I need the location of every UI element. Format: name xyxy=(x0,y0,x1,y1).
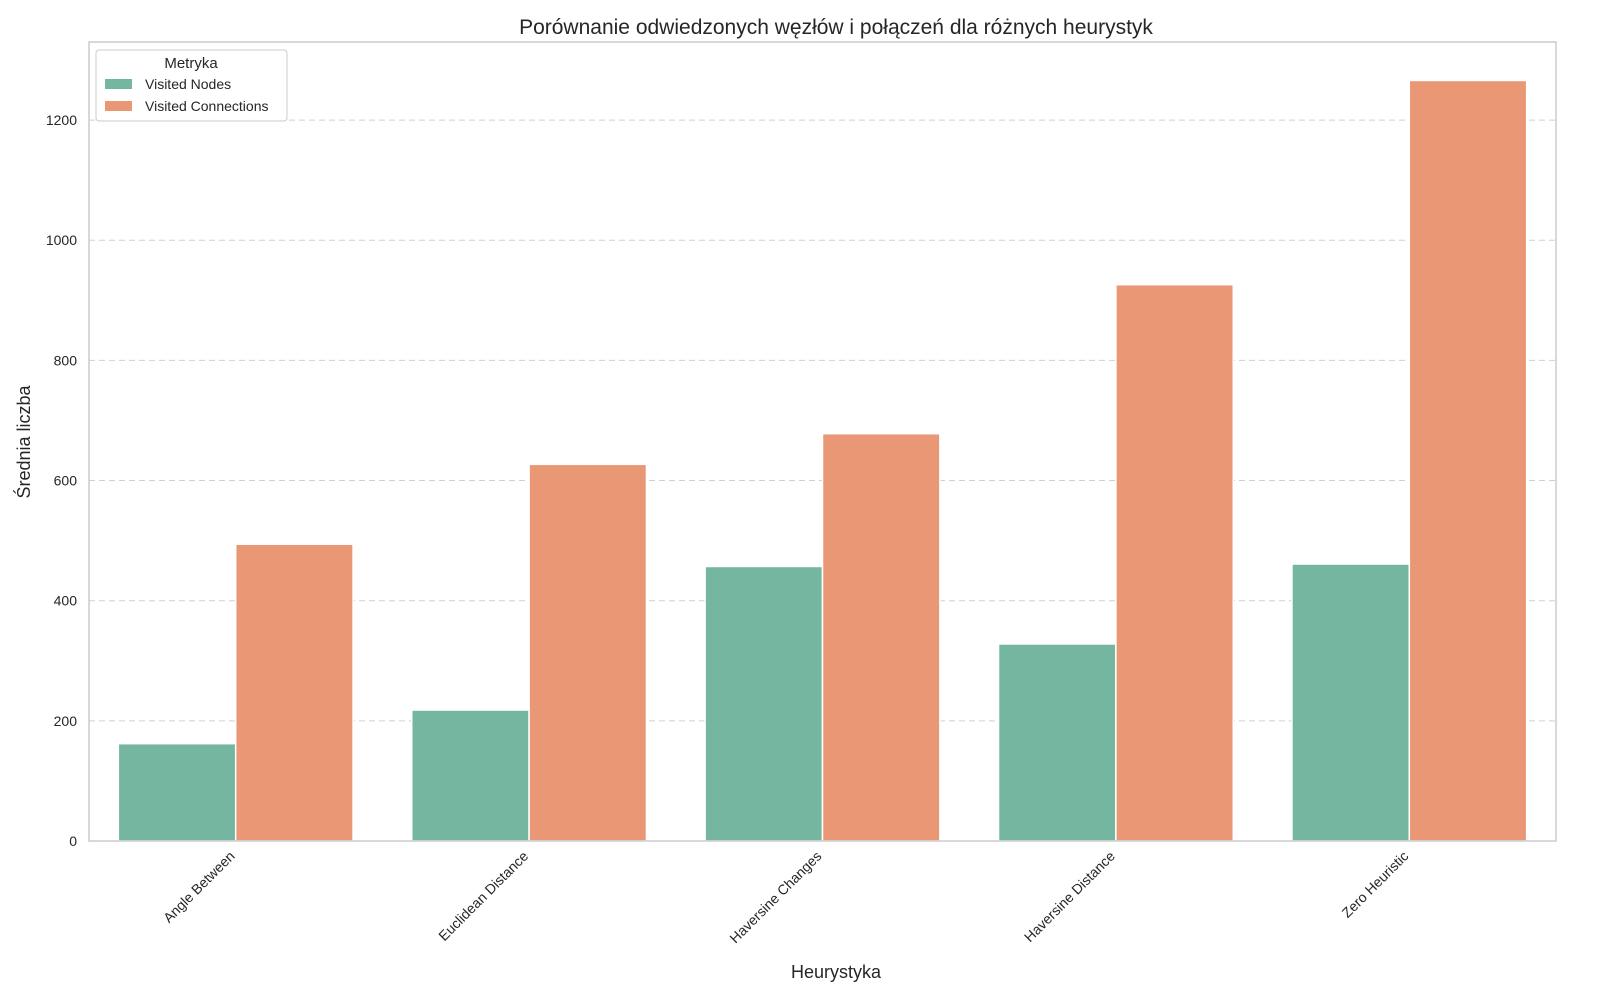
y-tick-label: 1000 xyxy=(46,232,77,248)
bar-visited-connections-haversine-distance xyxy=(1115,283,1235,842)
legend-label-visited-nodes: Visited Nodes xyxy=(145,76,231,92)
bar-visited-connections-haversine-changes xyxy=(821,432,941,842)
legend-swatch-visited-nodes xyxy=(105,79,132,89)
x-axis-label: Heurystyka xyxy=(791,962,882,982)
y-tick-label: 400 xyxy=(54,593,78,609)
y-axis-ticks: 0 200 400 600 800 1000 1200 xyxy=(46,112,77,849)
y-tick-label: 0 xyxy=(69,833,77,849)
bars xyxy=(117,79,1528,842)
bar-visited-nodes-haversine-changes xyxy=(704,565,824,842)
bar-visited-nodes-haversine-distance xyxy=(997,643,1117,842)
bar-visited-nodes-angle-between xyxy=(117,742,237,842)
plot-frame xyxy=(88,41,1557,842)
y-tick-label: 1200 xyxy=(46,112,77,128)
y-tick-label: 800 xyxy=(54,352,78,368)
bar-visited-connections-euclidean-distance xyxy=(528,463,648,842)
bar-visited-nodes-euclidean-distance xyxy=(410,709,530,842)
bar-visited-connections-zero-heuristic xyxy=(1408,79,1528,842)
y-tick-label: 200 xyxy=(54,713,78,729)
legend-swatch-visited-connections xyxy=(105,101,132,111)
legend-box xyxy=(95,49,288,122)
legend-label-visited-connections: Visited Connections xyxy=(145,98,268,114)
y-axis-label: Średnia liczba xyxy=(13,384,34,498)
chart-title: Porównanie odwiedzonych węzłów i połącze… xyxy=(519,16,1153,39)
bar-visited-nodes-zero-heuristic xyxy=(1291,563,1411,842)
legend: Metryka Visited Nodes Visited Connection… xyxy=(95,49,288,122)
bar-visited-connections-angle-between xyxy=(234,543,354,842)
legend-title: Metryka xyxy=(164,55,218,72)
y-tick-label: 600 xyxy=(54,473,78,489)
